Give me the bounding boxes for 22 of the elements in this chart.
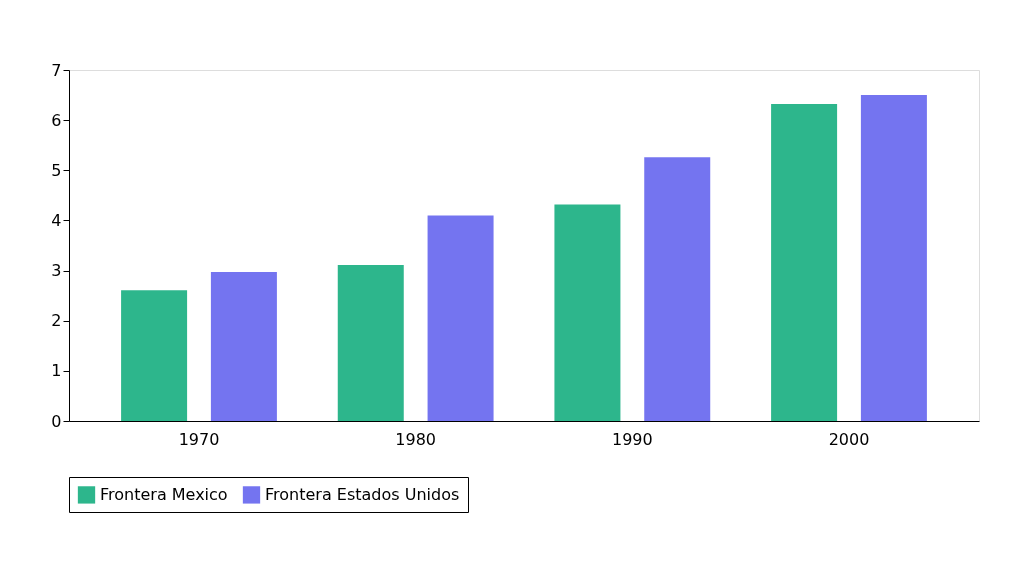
- bar: [644, 157, 711, 421]
- y-tick-label: 6: [51, 110, 62, 130]
- bar: [210, 272, 277, 421]
- bar: [860, 95, 927, 421]
- y-tick-label: 3: [51, 261, 62, 281]
- bar: [121, 290, 188, 421]
- bar: [427, 215, 494, 421]
- x-tick-label: 2000: [828, 429, 870, 449]
- y-tick-label: 4: [51, 210, 62, 230]
- y-tick-label: 2: [51, 311, 62, 331]
- y-tick-label: 5: [51, 160, 62, 180]
- legend-label: Frontera Mexico: [100, 484, 228, 504]
- x-tick-label: 1980: [395, 429, 437, 449]
- y-tick-label: 0: [51, 411, 62, 431]
- bar: [337, 265, 404, 421]
- y-tick-label: 7: [51, 60, 62, 80]
- bar: [554, 204, 621, 421]
- y-tick-label: 1: [51, 361, 62, 381]
- legend-label: Frontera Estados Unidos: [265, 484, 460, 504]
- bar: [771, 104, 838, 421]
- x-tick-label: 1970: [178, 429, 220, 449]
- x-tick-label: 1990: [611, 429, 653, 449]
